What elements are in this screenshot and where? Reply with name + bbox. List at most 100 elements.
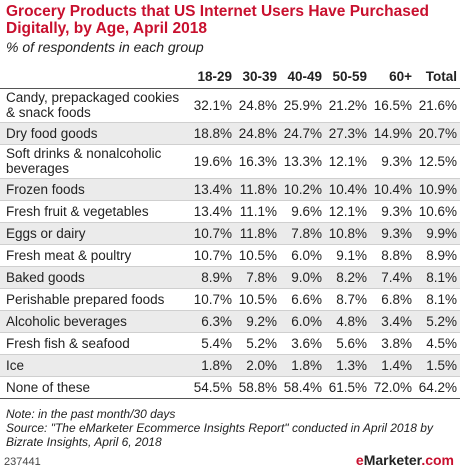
row-label: Eggs or dairy bbox=[0, 222, 190, 245]
emarketer-logo[interactable]: eMarketer.com bbox=[356, 452, 454, 468]
data-cell: 24.8% bbox=[235, 88, 280, 123]
data-cell: 4.8% bbox=[325, 310, 370, 333]
data-cell: 10.2% bbox=[280, 178, 325, 201]
logo-prefix: e bbox=[355, 452, 364, 468]
data-cell: 58.4% bbox=[280, 376, 325, 399]
data-cell: 10.5% bbox=[235, 244, 280, 267]
data-cell: 10.9% bbox=[415, 178, 460, 201]
data-cell: 10.7% bbox=[190, 222, 235, 245]
chart-title: Grocery Products that US Internet Users … bbox=[6, 3, 429, 37]
data-cell: 11.1% bbox=[235, 200, 280, 223]
data-cell: 5.2% bbox=[235, 332, 280, 355]
data-cell: 58.8% bbox=[235, 376, 280, 399]
data-cell: 16.3% bbox=[235, 144, 280, 179]
table-row: Soft drinks & nonalcoholic beverages 19.6… bbox=[0, 144, 460, 179]
data-cell: 5.4% bbox=[190, 332, 235, 355]
data-cell: 10.4% bbox=[370, 178, 415, 201]
data-cell: 10.7% bbox=[190, 288, 235, 311]
data-cell: 7.8% bbox=[280, 222, 325, 245]
data-table: 18-29 30-39 40-49 50-59 60+ Total Candy, prep… bbox=[0, 66, 460, 399]
data-cell: 18.8% bbox=[190, 122, 235, 145]
data-cell: 21.2% bbox=[325, 88, 370, 123]
table-row: Perishable prepared foods 10.7% 10.5% 6.6% 8… bbox=[0, 288, 460, 311]
data-cell: 6.6% bbox=[280, 288, 325, 311]
column-header: Total bbox=[415, 66, 460, 89]
data-cell: 11.8% bbox=[235, 178, 280, 201]
data-cell: 19.6% bbox=[190, 144, 235, 179]
data-cell: 9.9% bbox=[415, 222, 460, 245]
data-cell: 4.5% bbox=[415, 332, 460, 355]
data-cell: 1.4% bbox=[370, 354, 415, 377]
data-cell: 8.1% bbox=[415, 266, 460, 289]
data-cell: 20.7% bbox=[415, 122, 460, 145]
data-cell: 6.0% bbox=[280, 244, 325, 267]
data-cell: 3.4% bbox=[370, 310, 415, 333]
row-label: Candy, prepackaged cookies & snack foods bbox=[0, 88, 190, 123]
data-cell: 6.8% bbox=[370, 288, 415, 311]
row-label: Fresh fish & seafood bbox=[0, 332, 190, 355]
data-cell: 8.8% bbox=[370, 244, 415, 267]
data-cell: 21.6% bbox=[415, 88, 460, 123]
row-label: Dry food goods bbox=[0, 122, 190, 145]
chart-subtitle: % of respondents in each group bbox=[6, 39, 204, 55]
row-label: Baked goods bbox=[0, 266, 190, 289]
data-cell: 11.8% bbox=[235, 222, 280, 245]
table-row: Fresh fish & seafood 5.4% 5.2% 3.6% 5.6% 3.8%… bbox=[0, 332, 460, 355]
row-label: None of these bbox=[0, 376, 190, 399]
table-row: Fresh fruit & vegetables 13.4% 11.1% 9.6% 12… bbox=[0, 200, 460, 223]
table-row: Frozen foods 13.4% 11.8% 10.2% 10.4% 10.4% 10.… bbox=[0, 178, 460, 201]
data-cell: 54.5% bbox=[190, 376, 235, 399]
column-header: 30-39 bbox=[235, 66, 280, 89]
data-cell: 7.4% bbox=[370, 266, 415, 289]
data-cell: 8.9% bbox=[415, 244, 460, 267]
data-cell: 3.8% bbox=[370, 332, 415, 355]
notes: Note: in the past month/30 days Source: … bbox=[6, 407, 454, 449]
table-row: Candy, prepackaged cookies & snack foods… bbox=[0, 88, 460, 123]
table-row: Dry food goods 18.8% 24.8% 24.7% 27.3% 14.9% 2… bbox=[0, 122, 460, 145]
column-header: 18-29 bbox=[190, 66, 235, 89]
data-cell: 8.7% bbox=[325, 288, 370, 311]
data-cell: 32.1% bbox=[190, 88, 235, 123]
note-text: Note: in the past month/30 days bbox=[6, 407, 176, 421]
row-label: Ice bbox=[0, 354, 190, 377]
data-cell: 1.5% bbox=[415, 354, 460, 377]
data-cell: 9.6% bbox=[280, 200, 325, 223]
data-cell: 10.7% bbox=[190, 244, 235, 267]
data-cell: 7.8% bbox=[235, 266, 280, 289]
data-cell: 10.8% bbox=[325, 222, 370, 245]
row-label: Frozen foods bbox=[0, 178, 190, 201]
data-cell: 10.4% bbox=[325, 178, 370, 201]
data-cell: 1.8% bbox=[280, 354, 325, 377]
table-row: None of these 54.5% 58.8% 58.4% 61.5% 72.0% 64… bbox=[0, 376, 460, 399]
data-cell: 9.0% bbox=[280, 266, 325, 289]
row-label: Perishable prepared foods bbox=[0, 288, 190, 311]
data-cell: 72.0% bbox=[370, 376, 415, 399]
table-row: Eggs or dairy 10.7% 11.8% 7.8% 10.8% 9.3% 9.9% bbox=[0, 222, 460, 245]
data-cell: 9.3% bbox=[370, 222, 415, 245]
source-text: Source: "The eMarketer Ecommerce Insight… bbox=[6, 421, 433, 449]
data-cell: 13.4% bbox=[190, 178, 235, 201]
data-cell: 64.2% bbox=[415, 376, 460, 399]
data-cell: 25.9% bbox=[280, 88, 325, 123]
data-cell: 5.6% bbox=[325, 332, 370, 355]
column-header: 60+ bbox=[370, 66, 415, 89]
table-row: Baked goods 8.9% 7.8% 9.0% 8.2% 7.4% 8.1% bbox=[0, 266, 460, 289]
data-cell: 3.6% bbox=[280, 332, 325, 355]
data-cell: 6.0% bbox=[280, 310, 325, 333]
data-cell: 12.5% bbox=[415, 144, 460, 179]
data-cell: 9.2% bbox=[235, 310, 280, 333]
data-cell: 13.4% bbox=[190, 200, 235, 223]
column-header: 40-49 bbox=[280, 66, 325, 89]
data-cell: 8.1% bbox=[415, 288, 460, 311]
data-cell: 24.7% bbox=[280, 122, 325, 145]
data-cell: 27.3% bbox=[325, 122, 370, 145]
data-cell: 16.5% bbox=[370, 88, 415, 123]
data-cell: 8.9% bbox=[190, 266, 235, 289]
data-cell: 8.2% bbox=[325, 266, 370, 289]
data-cell: 6.3% bbox=[190, 310, 235, 333]
data-cell: 5.2% bbox=[415, 310, 460, 333]
data-cell: 1.8% bbox=[190, 354, 235, 377]
row-label: Soft drinks & nonalcoholic beverages bbox=[0, 144, 190, 179]
data-cell: 12.1% bbox=[325, 200, 370, 223]
logo-suffix: .com bbox=[421, 452, 454, 468]
